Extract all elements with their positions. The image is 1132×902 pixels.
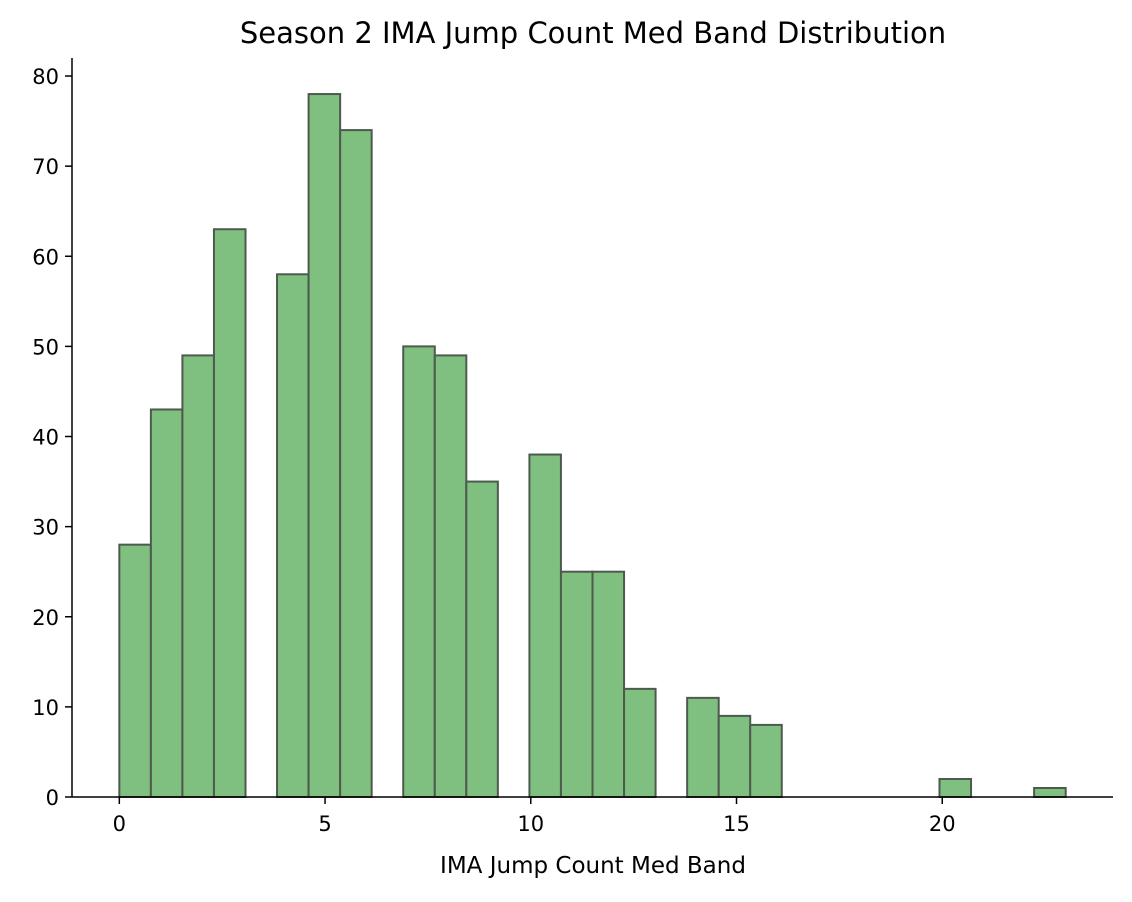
histogram-bar-18 bbox=[1033, 786, 1067, 798]
x-tick-label-3: 15 bbox=[723, 812, 750, 836]
y-tick-label-2: 20 bbox=[32, 606, 59, 630]
histogram-bar-5 bbox=[307, 93, 342, 799]
x-tick-label-0: 0 bbox=[113, 812, 126, 836]
x-ticks-layer: 0 5 10 15 20 bbox=[113, 797, 956, 836]
histogram-bar-16 bbox=[749, 723, 783, 799]
histogram-bar-6 bbox=[339, 129, 373, 799]
y-tick-label-7: 70 bbox=[32, 155, 59, 179]
chart-title: Season 2 IMA Jump Count Med Band Distrib… bbox=[240, 16, 946, 50]
x-tick-label-1: 5 bbox=[318, 812, 331, 836]
y-tick-label-0: 0 bbox=[46, 786, 59, 810]
y-tick-label-6: 60 bbox=[32, 245, 59, 269]
histogram-bar-15 bbox=[717, 714, 752, 799]
bars-layer bbox=[118, 93, 1067, 799]
y-tick-label-3: 30 bbox=[32, 516, 59, 540]
y-tick-label-8: 80 bbox=[32, 65, 59, 89]
axes-layer bbox=[71, 58, 1113, 798]
histogram-bar-17 bbox=[938, 777, 973, 798]
histogram-bar-13 bbox=[623, 687, 657, 798]
histogram-bar-8 bbox=[433, 354, 468, 798]
x-tick-label-2: 10 bbox=[517, 812, 544, 836]
y-tick-label-1: 10 bbox=[32, 696, 59, 720]
y-ticks-layer: 0 10 20 30 40 50 60 70 80 bbox=[32, 65, 72, 810]
histogram-bar-2 bbox=[181, 354, 215, 798]
histogram-bar-1 bbox=[149, 408, 184, 798]
histogram-bar-0 bbox=[118, 543, 152, 798]
x-axis-label: IMA Jump Count Med Band bbox=[440, 853, 746, 879]
histogram-bar-7 bbox=[402, 345, 436, 798]
histogram-bar-11 bbox=[559, 570, 594, 799]
histogram-bar-3 bbox=[212, 228, 247, 799]
histogram-bar-14 bbox=[686, 696, 720, 798]
histogram-bar-10 bbox=[528, 453, 562, 798]
histogram-bar-12 bbox=[591, 570, 626, 799]
x-tick-label-4: 20 bbox=[929, 812, 956, 836]
histogram-bar-4 bbox=[276, 273, 310, 799]
y-tick-label-4: 40 bbox=[32, 426, 59, 450]
y-tick-label-5: 50 bbox=[32, 335, 59, 359]
histogram-bar-9 bbox=[465, 480, 499, 798]
